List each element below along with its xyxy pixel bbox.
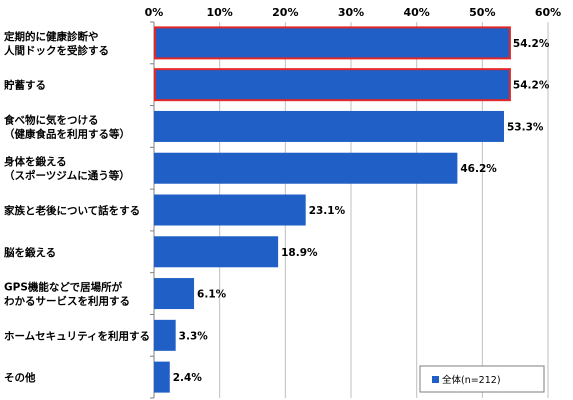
data-label: 53.3% [507,121,544,133]
x-tick-label: 50% [469,6,495,19]
category-label: 身体を鍛える [4,155,67,168]
category-label: （スポーツジムに通う等） [4,169,130,182]
legend-swatch [432,376,439,383]
legend-box [419,365,545,393]
bar [154,152,458,184]
category-label: ホームセキュリティを利用する [4,329,150,342]
data-labels: 54.2% 54.2% 53.3% 46.2% 23.1% 18.9% 6.1% 3.3% 2.… [173,38,550,384]
category-labels: 定期的に健康診断や人間ドックを受診する貯蓄する食べ物に気をつける（健康食品を利用… [3,30,150,384]
category-label: （健康食品を利用する等） [4,127,130,140]
category-label: 家族と老後について話をする [4,204,140,217]
data-label: 54.2% [513,80,550,92]
data-label: 18.9% [281,247,318,259]
bar [154,278,195,310]
x-tick-label: 10% [206,6,232,19]
category-label: 食べ物に気をつける [3,113,99,126]
data-label: 2.4% [173,372,203,384]
data-label: 54.2% [513,38,550,50]
bar [154,26,511,60]
x-tick-label: 20% [272,6,298,19]
x-tick-label: 40% [403,6,429,19]
category-label: わかるサービスを利用する [4,295,130,308]
category-label: その他 [4,371,36,384]
x-tick-label: 0% [145,6,164,19]
category-label: 貯蓄する [4,79,46,92]
bars [154,26,511,393]
category-label: 人間ドックを受診する [4,44,109,57]
data-label: 6.1% [197,289,227,301]
legend: 全体(n=212) [419,365,545,393]
data-label: 3.3% [179,330,209,342]
bar [154,110,505,142]
category-label: 定期的に健康診断や [3,30,99,43]
bar [154,361,170,393]
bar [154,236,279,268]
data-label: 46.2% [460,163,497,175]
x-tick-label: 60% [535,6,561,19]
x-axis-ticks: 0% 10% 20% 30% 40% 50% 60% [145,6,562,19]
x-tick-label: 30% [338,6,364,19]
bar [154,319,176,351]
bar [154,194,306,226]
bar [154,68,511,102]
category-label: GPS機能などで居場所が [4,281,123,294]
legend-label: 全体(n=212) [442,374,501,386]
category-label: 脳を鍛える [4,246,56,259]
data-label: 23.1% [309,205,346,217]
